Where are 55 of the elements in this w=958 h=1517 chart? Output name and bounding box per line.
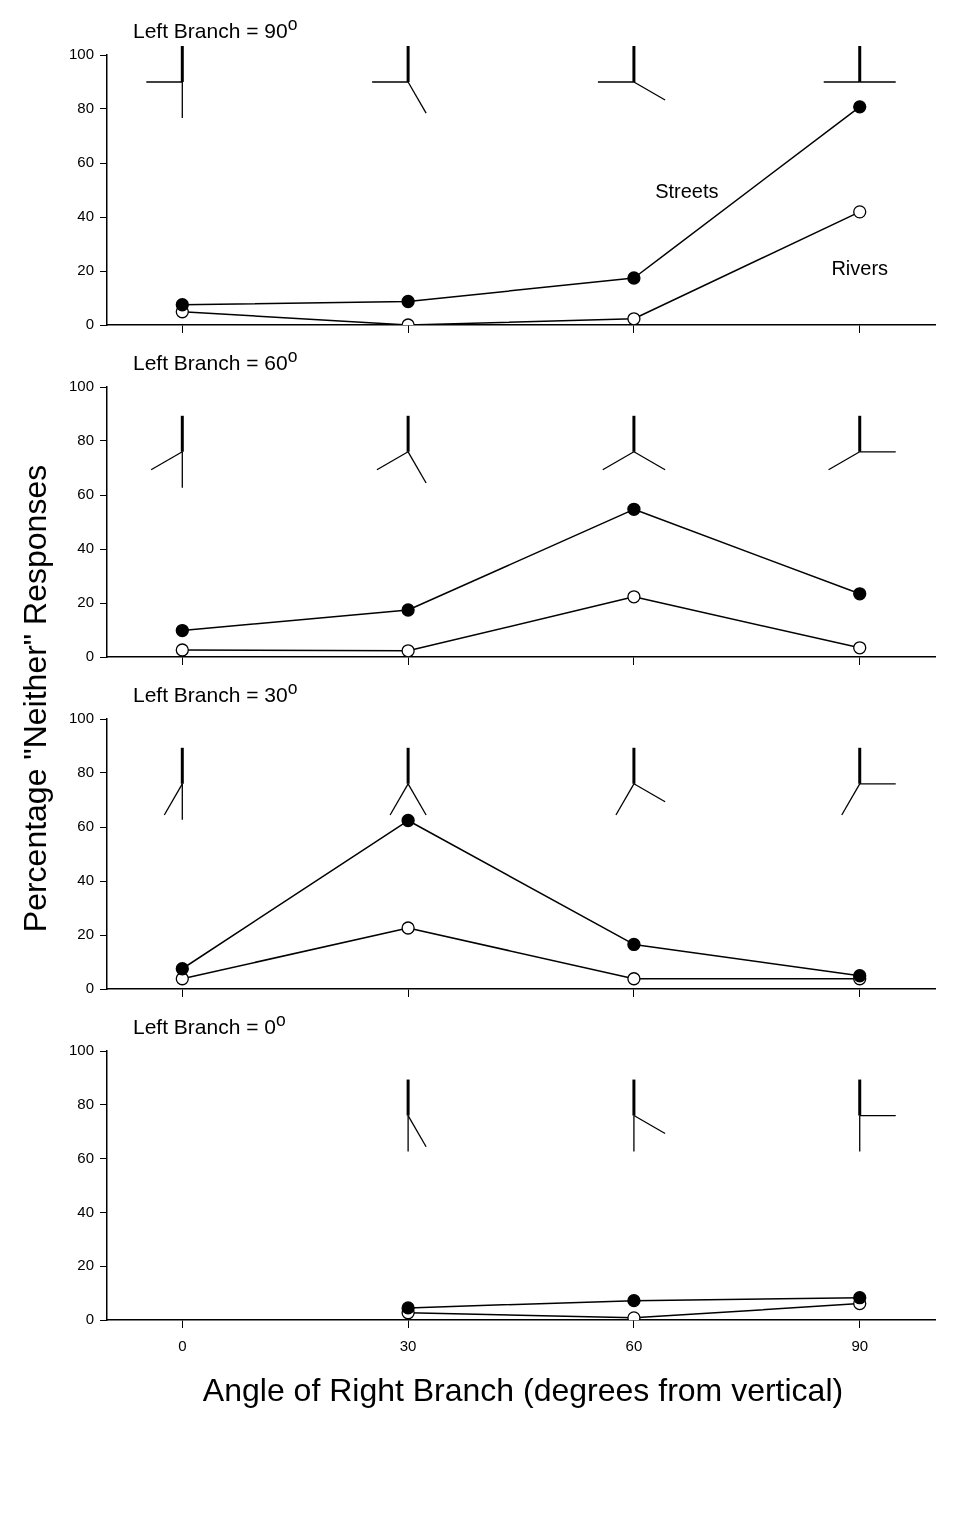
y-tick-label: 100 bbox=[69, 709, 95, 727]
point bbox=[627, 590, 641, 604]
point bbox=[627, 271, 641, 285]
y-tick-label: 100 bbox=[69, 45, 95, 63]
point bbox=[401, 921, 415, 935]
x-tick-label: 0 bbox=[178, 1337, 187, 1355]
point bbox=[175, 623, 189, 638]
point bbox=[401, 294, 415, 309]
point bbox=[627, 937, 641, 952]
y-tick-label: 80 bbox=[77, 1094, 95, 1112]
y-tick-label: 20 bbox=[77, 593, 95, 611]
y-tick-label: 40 bbox=[77, 539, 95, 557]
x-axis-title: Angle of Right Branch (degrees from vertical) bbox=[201, 1372, 845, 1409]
y-tick-label: 0 bbox=[85, 1310, 95, 1328]
y-tick-label: 60 bbox=[77, 153, 95, 171]
point bbox=[627, 312, 641, 325]
y-tick-label: 0 bbox=[85, 979, 95, 997]
y-tick-label: 20 bbox=[77, 925, 95, 943]
y-tick-label: 20 bbox=[77, 1256, 95, 1274]
point bbox=[853, 205, 867, 219]
x-tick-label: 60 bbox=[625, 1337, 643, 1355]
y-tick-label: 60 bbox=[77, 817, 95, 835]
y-tick-label: 60 bbox=[77, 485, 95, 503]
y-tick-label: 40 bbox=[77, 207, 95, 225]
point bbox=[175, 643, 189, 657]
point bbox=[401, 813, 415, 828]
y-tick-label: 20 bbox=[77, 261, 95, 279]
point bbox=[401, 644, 415, 657]
chart-title: Left Branch = 0$^{o}$ bbox=[132, 1009, 287, 1038]
point bbox=[401, 603, 415, 617]
point bbox=[853, 641, 867, 655]
y-tick-label: 0 bbox=[85, 647, 95, 665]
y-tick-label: 40 bbox=[77, 1202, 95, 1220]
point bbox=[853, 100, 867, 114]
y-tick-label: 40 bbox=[77, 871, 95, 889]
x-tick-label: 90 bbox=[851, 1337, 869, 1355]
point bbox=[627, 502, 641, 516]
y-tick-label: 60 bbox=[77, 1148, 95, 1166]
series-label: Rivers bbox=[831, 257, 889, 280]
x-tick-label: 30 bbox=[399, 1337, 417, 1355]
y-tick-label: 100 bbox=[69, 1041, 95, 1059]
chart-title: Left Branch = 90$^{o}$ bbox=[132, 13, 299, 42]
chart-title: Left Branch = 30$^{o}$ bbox=[132, 677, 299, 706]
y-tick-label: 0 bbox=[85, 315, 95, 333]
point bbox=[175, 298, 189, 312]
chart-title: Left Branch = 60$^{o}$ bbox=[132, 345, 299, 374]
y-tick-label: 80 bbox=[77, 431, 95, 449]
y-tick-label: 80 bbox=[77, 99, 95, 117]
y-tick-label: 80 bbox=[77, 763, 95, 781]
series-label: Streets bbox=[655, 179, 719, 202]
y-axis-title: Percentage "Neither" Responses bbox=[17, 464, 54, 932]
point bbox=[175, 962, 189, 976]
point bbox=[853, 587, 867, 601]
y-tick-label: 100 bbox=[69, 377, 95, 395]
point bbox=[627, 972, 641, 986]
